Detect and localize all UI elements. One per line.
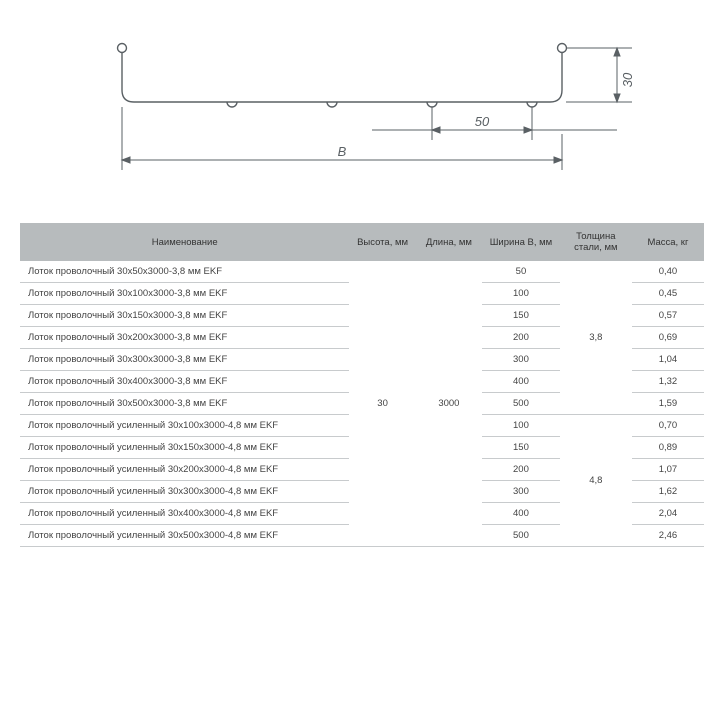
dim-label-pitch: 50	[475, 114, 490, 129]
table-header-row: Наименование Высота, мм Длина, мм Ширина…	[20, 223, 704, 261]
cell-mass: 1,32	[632, 371, 704, 393]
cell-width: 400	[482, 371, 560, 393]
cell-width: 100	[482, 415, 560, 437]
cell-mass: 0,57	[632, 305, 704, 327]
cell-name: Лоток проволочный усиленный 30х500х3000-…	[20, 525, 349, 547]
cell-name: Лоток проволочный 30х150х3000-3,8 мм EKF	[20, 305, 349, 327]
cell-name: Лоток проволочный усиленный 30х150х3000-…	[20, 437, 349, 459]
col-width: Ширина В, мм	[482, 223, 560, 261]
cell-name: Лоток проволочный усиленный 30х100х3000-…	[20, 415, 349, 437]
cell-mass: 0,69	[632, 327, 704, 349]
cell-width: 400	[482, 503, 560, 525]
cell-width: 50	[482, 261, 560, 283]
cell-width: 200	[482, 327, 560, 349]
cell-width: 100	[482, 283, 560, 305]
cell-length-merged: 3000	[416, 261, 482, 547]
cell-mass: 0,45	[632, 283, 704, 305]
cell-width: 300	[482, 481, 560, 503]
cell-name: Лоток проволочный 30х50х3000-3,8 мм EKF	[20, 261, 349, 283]
cell-name: Лоток проволочный 30х400х3000-3,8 мм EKF	[20, 371, 349, 393]
cell-width: 500	[482, 525, 560, 547]
cell-mass: 0,70	[632, 415, 704, 437]
cell-mass: 0,40	[632, 261, 704, 283]
cell-name: Лоток проволочный 30х300х3000-3,8 мм EKF	[20, 349, 349, 371]
spec-table: Наименование Высота, мм Длина, мм Ширина…	[20, 223, 704, 547]
cell-width: 150	[482, 437, 560, 459]
cell-mass: 2,46	[632, 525, 704, 547]
cell-width: 200	[482, 459, 560, 481]
cell-width: 300	[482, 349, 560, 371]
cell-name: Лоток проволочный усиленный 30х300х3000-…	[20, 481, 349, 503]
cell-name: Лоток проволочный усиленный 30х200х3000-…	[20, 459, 349, 481]
cell-name: Лоток проволочный 30х500х3000-3,8 мм EKF	[20, 393, 349, 415]
col-thick: Толщина стали, мм	[560, 223, 632, 261]
cell-name: Лоток проволочный 30х100х3000-3,8 мм EKF	[20, 283, 349, 305]
dim-label-width: B	[338, 144, 347, 159]
cell-name: Лоток проволочный усиленный 30х400х3000-…	[20, 503, 349, 525]
cell-mass: 1,59	[632, 393, 704, 415]
cell-height-merged: 30	[349, 261, 415, 547]
col-height: Высота, мм	[349, 223, 415, 261]
cell-width: 150	[482, 305, 560, 327]
cell-thickness-merged: 3,8	[560, 261, 632, 415]
dim-label-height: 30	[620, 72, 635, 87]
col-name: Наименование	[20, 223, 349, 261]
table-row: Лоток проволочный 30х50х3000-3,8 мм EKF3…	[20, 261, 704, 283]
cell-name: Лоток проволочный 30х200х3000-3,8 мм EKF	[20, 327, 349, 349]
cell-mass: 2,04	[632, 503, 704, 525]
col-length: Длина, мм	[416, 223, 482, 261]
cell-thickness-merged: 4,8	[560, 415, 632, 547]
cell-mass: 1,04	[632, 349, 704, 371]
cell-width: 500	[482, 393, 560, 415]
cell-mass: 1,62	[632, 481, 704, 503]
col-mass: Масса, кг	[632, 223, 704, 261]
technical-drawing: 30 50 B	[72, 30, 652, 203]
cell-mass: 0,89	[632, 437, 704, 459]
cell-mass: 1,07	[632, 459, 704, 481]
